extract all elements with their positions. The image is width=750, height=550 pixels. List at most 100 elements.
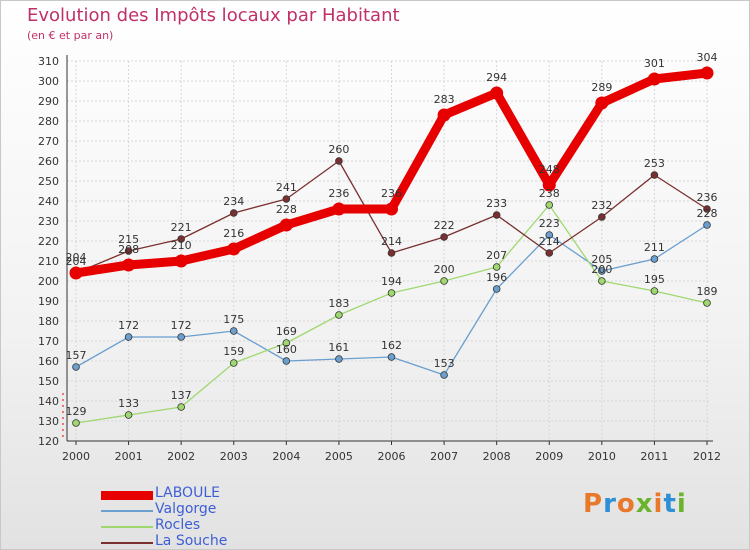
legend-label: LABOULE [155,485,220,501]
data-label: 260 [328,143,349,156]
data-label: 200 [434,263,455,276]
data-label: 153 [434,357,455,370]
data-point [598,277,606,285]
data-point [332,202,346,216]
data-point [124,411,133,419]
data-label: 253 [644,157,665,170]
data-label: 214 [539,235,560,248]
data-label: 129 [66,405,87,418]
data-point [703,299,711,307]
data-point [387,289,396,297]
legend-label: Valgorge [155,501,217,517]
y-tick-label: 160 [38,355,59,368]
x-tick-label: 2006 [378,450,406,463]
y-tick-label: 140 [38,395,59,408]
data-point [282,195,291,203]
data-label: 289 [591,81,612,94]
data-label: 204 [66,255,87,268]
data-label: 216 [223,227,244,240]
y-tick-label: 150 [38,375,59,388]
y-tick-label: 270 [38,135,59,148]
logo-letter: P [583,489,604,519]
data-point [177,333,185,341]
data-label: 228 [697,207,718,220]
y-tick-label: 310 [38,55,59,68]
data-point [385,202,398,216]
data-label: 195 [644,273,665,286]
y-tick-label: 130 [38,415,59,428]
data-label: 294 [486,71,507,84]
data-point [545,231,554,239]
series [69,66,714,427]
data-point [650,255,659,263]
legend-swatch [101,491,153,500]
legend-item: Rocles [101,517,301,535]
data-label: 236 [328,187,349,200]
data-label: 301 [644,57,665,70]
data-label: 283 [434,93,455,106]
data-point [124,247,133,255]
axes: 120 130 140 150 160 170 180 190 200 210 220 230 240 2… [38,55,721,463]
x-tick-label: 2003 [220,450,248,463]
logo-letter: i [653,489,664,519]
data-label: 215 [118,233,139,246]
y-tick-label: 230 [38,215,59,228]
x-tick-label: 2012 [693,450,721,463]
data-label: 208 [118,243,139,256]
x-tick-label: 2010 [588,450,616,463]
data-point [69,266,83,280]
data-labels: 157 172 172 175 160 161 162 153 196 223 205 211 228 1… [66,51,718,418]
data-point [545,201,554,209]
data-label: 205 [591,253,612,266]
data-point [437,108,451,122]
data-label: 200 [591,263,612,276]
y-tick-label: 180 [38,315,59,328]
data-label: 160 [276,343,297,356]
data-label: 161 [328,341,349,354]
data-point [492,211,501,219]
data-point [650,287,659,295]
data-point [335,355,343,363]
data-point [227,242,241,256]
data-point [545,249,554,257]
data-label: 210 [171,239,192,252]
legend-item: Valgorge [101,501,301,519]
legend-item: LABOULE [101,485,301,503]
data-point [174,254,188,268]
chart-title: Evolution des Impôts locaux par Habitant [27,5,400,26]
data-label: 172 [118,319,139,332]
data-label: 223 [539,217,560,230]
data-label: 183 [328,297,349,310]
legend-swatch [101,510,153,512]
data-point [598,213,606,221]
data-point [229,327,238,335]
x-tick-label: 2011 [640,450,668,463]
data-label: 204 [66,251,87,264]
data-label: 234 [223,195,244,208]
data-point [492,263,501,271]
data-point [282,339,291,347]
legend-swatch [101,526,153,528]
data-point [598,267,606,275]
logo-letter: o [616,489,636,519]
data-label: 214 [381,235,402,248]
data-point [177,235,185,243]
x-tick-label: 2007 [430,450,458,463]
grid [67,60,709,442]
y-tick-label: 280 [38,115,59,128]
x-tick-label: 2009 [535,450,563,463]
data-point [229,209,238,217]
proxiti-logo: Proxiti [583,489,687,519]
x-tick-label: 2004 [272,450,300,463]
data-point [335,157,343,165]
data-point [490,86,504,100]
data-label: 221 [171,221,192,234]
y-tick-label: 210 [38,255,59,268]
legend-item: La Souche [101,533,301,549]
data-label: 194 [381,275,402,288]
data-label: 162 [381,339,402,352]
logo-letter: x [635,489,654,519]
y-tick-label: 250 [38,175,59,188]
data-point [440,371,448,379]
